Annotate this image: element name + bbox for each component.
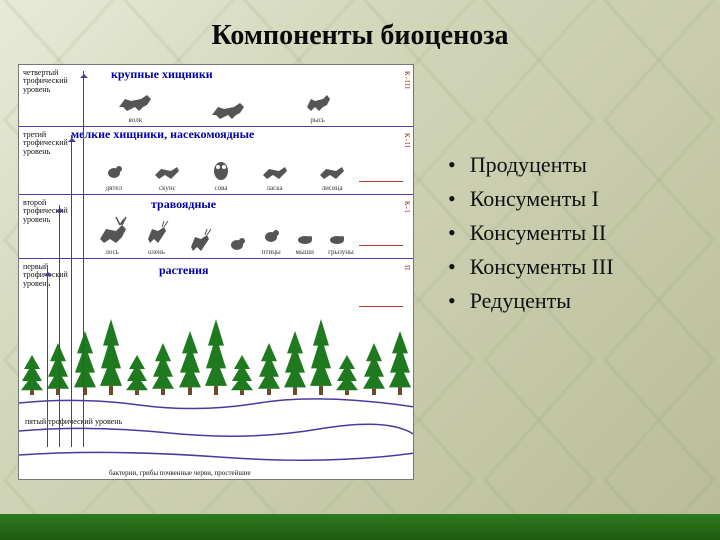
page-title: Компоненты биоценоза xyxy=(0,0,720,64)
flow-line xyxy=(359,245,403,246)
decomposers-label: бактерии, грибы почвенные черви, простей… xyxy=(109,469,405,477)
animals-row: лось олень птицы мыши грызуны xyxy=(89,222,361,256)
animal-icon: ласка xyxy=(261,161,289,192)
animals-row: волк рысь xyxy=(89,90,361,124)
tree-icon xyxy=(230,355,254,395)
trophic-diagram: четвертый трофический уровень крупные хищ… xyxy=(18,64,414,480)
flow-line xyxy=(359,306,403,307)
tree-icon xyxy=(20,355,44,395)
animal-name: грызуны xyxy=(328,248,354,256)
bottom-bar xyxy=(0,514,720,540)
animal-name: олень xyxy=(142,248,170,256)
side-label: К-I xyxy=(403,201,411,213)
animal-name: скунс xyxy=(153,184,181,192)
tree-icon xyxy=(309,319,333,395)
trophic-row-title: растения xyxy=(159,263,209,278)
trophic-row: первый трофический уровень растения П xyxy=(19,259,413,319)
side-label: П xyxy=(403,265,411,271)
ground-layer: пятый трофический уровень бактерии, гриб… xyxy=(19,395,413,480)
tree-icon xyxy=(204,319,228,395)
trophic-level-label: второй трофический уровень xyxy=(23,199,81,224)
list-item: Консументы II xyxy=(448,216,702,250)
animal-icon: скунс xyxy=(153,161,181,192)
list-item: Редуценты xyxy=(448,284,702,318)
trophic-row: второй трофический уровень травоядные К-I л… xyxy=(19,195,413,259)
animal-icon: лисица xyxy=(318,161,346,192)
animal-icon: птицы xyxy=(261,225,281,256)
animal-icon: мыши xyxy=(296,231,314,256)
animal-name: птицы xyxy=(261,248,281,256)
tree-icon xyxy=(151,343,175,395)
content-row: четвертый трофический уровень крупные хищ… xyxy=(0,64,720,480)
tree-icon xyxy=(283,331,307,395)
animal-name: лисица xyxy=(318,184,346,192)
animal-icon xyxy=(185,225,213,256)
cycle-arrow xyxy=(47,269,48,447)
animal-icon: рысь xyxy=(303,89,333,124)
cycle-arrow xyxy=(71,135,72,447)
animal-icon: грызуны xyxy=(328,231,354,256)
cycle-arrow xyxy=(83,71,84,447)
list-item: Консументы I xyxy=(448,182,702,216)
trophic-row-title: крупные хищники xyxy=(111,67,213,82)
trophic-level-label: первый трофический уровень xyxy=(23,263,81,288)
soil-svg xyxy=(19,395,414,480)
tree-icon xyxy=(388,331,412,395)
animal-name: мыши xyxy=(296,248,314,256)
list-item: Продуценты xyxy=(448,148,702,182)
animal-icon xyxy=(227,233,247,256)
trophic-row: третий трофический уровеньмелкие хищники… xyxy=(19,127,413,195)
animal-icon: олень xyxy=(142,217,170,256)
animal-icon: волк xyxy=(117,87,153,124)
tree-icon xyxy=(73,331,97,395)
tree-icon xyxy=(99,319,123,395)
animal-name: сова xyxy=(211,184,231,192)
components-list-column: Продуценты Консументы I Консументы II Ко… xyxy=(414,64,702,480)
animal-name: рысь xyxy=(303,116,333,124)
animals-row: дятел скунс сова ласка лисица xyxy=(89,158,361,192)
trophic-row-title: мелкие хищники, насекомоядные xyxy=(71,127,254,142)
tree-icon xyxy=(335,355,359,395)
animal-icon xyxy=(210,95,246,124)
tree-icon xyxy=(125,355,149,395)
trophic-row: четвертый трофический уровень крупные хищ… xyxy=(19,65,413,127)
animal-name: ласка xyxy=(261,184,289,192)
trophic-level-label: четвертый трофический уровень xyxy=(23,69,81,94)
flow-line xyxy=(359,181,403,182)
tree-icon xyxy=(362,343,386,395)
components-list: Продуценты Консументы I Консументы II Ко… xyxy=(448,148,702,318)
animal-icon: лось xyxy=(96,215,128,256)
tree-icon xyxy=(178,331,202,395)
tree-icon xyxy=(257,343,281,395)
animal-icon: сова xyxy=(211,157,231,192)
side-label: К-II xyxy=(403,133,411,149)
animal-icon: дятел xyxy=(104,161,124,192)
trees-row xyxy=(19,319,413,395)
trophic-row-title: травоядные xyxy=(151,197,216,212)
list-item: Консументы III xyxy=(448,250,702,284)
side-label: К-III xyxy=(403,71,411,90)
animal-name: лось xyxy=(96,248,128,256)
animal-name: дятел xyxy=(104,184,124,192)
cycle-arrow xyxy=(59,205,60,447)
animal-name: волк xyxy=(117,116,153,124)
level-5-label: пятый трофический уровень xyxy=(25,417,122,426)
